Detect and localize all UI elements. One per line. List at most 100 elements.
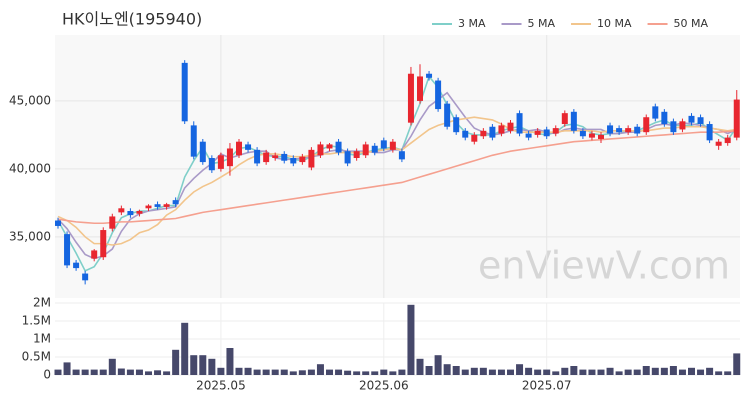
volume-bar bbox=[72, 369, 80, 375]
candle-body bbox=[607, 125, 614, 134]
candle-body bbox=[245, 144, 252, 150]
volume-bar bbox=[660, 367, 668, 375]
volume-bar bbox=[588, 369, 596, 375]
volume-bar bbox=[335, 369, 343, 375]
candle-body bbox=[407, 73, 414, 123]
candle-body bbox=[91, 250, 98, 259]
candle-body bbox=[579, 130, 586, 137]
candle-body bbox=[136, 211, 143, 214]
volume-bar bbox=[154, 370, 162, 375]
volume-bar bbox=[561, 367, 569, 375]
candle-body bbox=[380, 140, 387, 149]
volume-bar bbox=[470, 367, 478, 375]
candle-body bbox=[462, 130, 469, 138]
candle-body bbox=[398, 151, 405, 160]
volume-bar bbox=[208, 358, 216, 375]
volume-bar bbox=[597, 369, 605, 375]
volume-bar bbox=[389, 371, 397, 375]
volume-bar bbox=[715, 371, 723, 375]
candle-body bbox=[290, 158, 297, 164]
candle-body bbox=[489, 126, 496, 138]
volume-bar bbox=[543, 369, 551, 375]
candle-body bbox=[317, 144, 324, 156]
volume-bar bbox=[534, 369, 542, 375]
candle-body bbox=[634, 126, 641, 134]
candle-body bbox=[588, 133, 595, 138]
candle-body bbox=[525, 133, 532, 138]
candle-body bbox=[435, 80, 442, 110]
candle-body bbox=[552, 128, 559, 134]
candle-body bbox=[344, 151, 351, 164]
candle-body bbox=[661, 111, 668, 125]
candle-body bbox=[208, 158, 215, 171]
x-tick-label: 2025.07 bbox=[522, 379, 572, 393]
volume-bar bbox=[126, 369, 134, 375]
volume-bar bbox=[697, 369, 705, 375]
candle-body bbox=[118, 208, 125, 213]
volume-bar bbox=[181, 322, 189, 375]
candle-body bbox=[127, 211, 134, 216]
candle-body bbox=[417, 76, 423, 101]
x-tick-label: 2025.06 bbox=[359, 379, 409, 393]
volume-bar bbox=[642, 366, 650, 375]
legend-label: 10 MA bbox=[597, 17, 632, 30]
candle-body bbox=[715, 141, 722, 146]
volume-bar bbox=[615, 371, 623, 375]
y-tick-label: 45,000 bbox=[9, 93, 51, 107]
candle-body bbox=[154, 204, 161, 207]
volume-bar bbox=[117, 368, 125, 375]
candle-body bbox=[73, 262, 80, 269]
volume-bar bbox=[733, 353, 741, 375]
candle-body bbox=[570, 111, 577, 131]
volume-bar bbox=[99, 369, 107, 375]
volume-bar bbox=[688, 367, 695, 375]
volume-bar bbox=[289, 371, 297, 375]
volume-bar bbox=[516, 364, 524, 375]
volume-bar bbox=[344, 370, 352, 375]
price-panel bbox=[55, 35, 740, 298]
x-tick-label: 2025.05 bbox=[196, 379, 246, 393]
volume-bar bbox=[706, 367, 714, 375]
candle-body bbox=[598, 134, 604, 139]
candle-body bbox=[679, 121, 686, 130]
volume-bar bbox=[316, 364, 324, 375]
candle-body bbox=[362, 144, 369, 156]
candle-body bbox=[471, 134, 478, 142]
volume-tick-label: 1.5M bbox=[22, 314, 51, 328]
candle-body bbox=[561, 113, 568, 125]
candle-body bbox=[100, 230, 107, 258]
watermark: enViewV.com bbox=[478, 244, 730, 288]
volume-bar bbox=[244, 367, 252, 375]
candle-body bbox=[109, 216, 116, 229]
candle-body bbox=[371, 145, 378, 153]
volume-bar bbox=[280, 369, 288, 375]
volume-bar bbox=[380, 369, 388, 375]
volume-bar bbox=[90, 369, 98, 375]
volume-bar bbox=[235, 367, 243, 375]
volume-bar bbox=[579, 369, 587, 375]
volume-bar bbox=[678, 369, 686, 375]
candle-body bbox=[308, 149, 315, 168]
candle-body bbox=[389, 141, 396, 150]
volume-bar bbox=[190, 355, 198, 375]
candle-body bbox=[534, 130, 541, 135]
volume-bar bbox=[398, 369, 406, 375]
y-tick-label: 40,000 bbox=[9, 161, 51, 175]
volume-bar bbox=[145, 371, 152, 375]
volume-bar bbox=[135, 369, 143, 375]
volume-bar bbox=[633, 369, 641, 375]
candle-body bbox=[706, 124, 713, 141]
candle-body bbox=[226, 148, 233, 167]
volume-bar bbox=[479, 367, 487, 375]
ma-line bbox=[57, 130, 737, 225]
candle-body bbox=[145, 205, 152, 209]
volume-bar bbox=[108, 358, 116, 375]
candle-body bbox=[199, 141, 206, 163]
volume-bar bbox=[507, 369, 514, 375]
candle-body bbox=[616, 128, 623, 133]
chart-title: HK이노엔(195940) bbox=[62, 10, 202, 29]
candle-body bbox=[453, 117, 460, 133]
volume-bar bbox=[271, 369, 279, 375]
volume-bar bbox=[443, 364, 451, 375]
